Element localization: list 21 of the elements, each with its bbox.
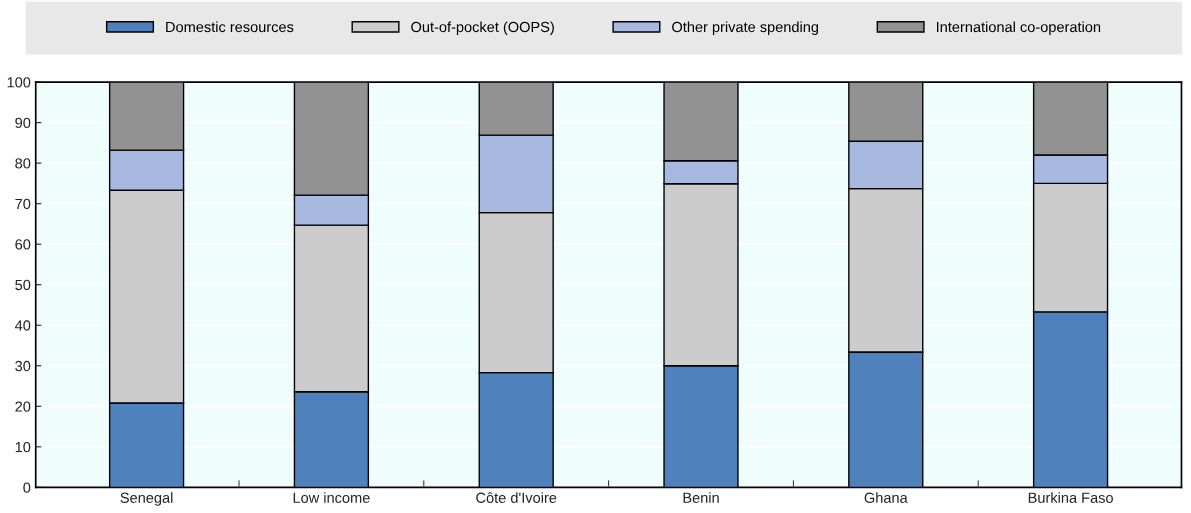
y-tick-label: 40 <box>14 320 31 331</box>
x-tick-label: Burkina Faso <box>1028 492 1113 503</box>
x-tick-label: Côte d'Ivoire <box>476 492 557 503</box>
y-tick-label: 60 <box>15 239 31 250</box>
x-tick-label: Ghana <box>864 492 908 503</box>
y-tick-label: 30 <box>15 360 31 372</box>
y-tick-label: 70 <box>15 198 31 210</box>
legend-label: Domestic resources <box>166 21 294 33</box>
y-tick-label: 100 <box>7 77 31 88</box>
y-tick-label: 10 <box>15 441 31 453</box>
legend-label: International co-operation <box>936 21 1101 36</box>
y-tick-label: 80 <box>15 158 31 169</box>
legend-label: Other private spending <box>672 21 819 36</box>
legend-label: Out-of-pocket (OOPS) <box>411 21 554 36</box>
y-tick-label: 90 <box>15 117 31 129</box>
x-tick-label: Low income <box>293 492 370 503</box>
y-tick-label: 20 <box>15 401 31 412</box>
y-tick-label: 0 <box>23 482 31 493</box>
x-tick-label: Senegal <box>120 492 173 506</box>
y-tick-label: 50 <box>15 279 31 291</box>
x-tick-label: Benin <box>683 492 719 503</box>
